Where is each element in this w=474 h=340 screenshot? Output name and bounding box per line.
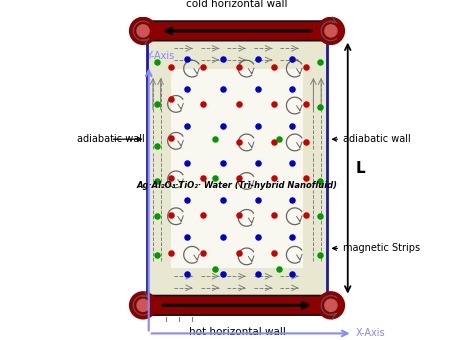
Point <box>167 96 175 102</box>
Circle shape <box>137 25 149 37</box>
Point <box>288 271 295 277</box>
Point <box>153 214 161 219</box>
FancyBboxPatch shape <box>146 21 328 41</box>
Point <box>275 136 283 142</box>
Text: adiabatic wall: adiabatic wall <box>333 134 410 144</box>
Point <box>219 160 227 166</box>
Bar <box>147 40 171 296</box>
Point <box>302 212 310 217</box>
Point <box>200 251 207 256</box>
Point <box>270 140 278 145</box>
Point <box>153 59 161 65</box>
Point <box>235 101 242 107</box>
Point <box>211 267 219 272</box>
Point <box>288 198 295 203</box>
Point <box>200 175 207 181</box>
Point <box>235 212 242 217</box>
Point <box>167 251 175 256</box>
Point <box>270 175 278 181</box>
Point <box>219 271 227 277</box>
Point <box>167 212 175 217</box>
FancyBboxPatch shape <box>146 295 328 315</box>
Point <box>270 101 278 107</box>
Point <box>288 87 295 92</box>
Bar <box>147 268 327 296</box>
Point <box>288 56 295 62</box>
Point <box>275 267 283 272</box>
Point <box>254 160 262 166</box>
Point <box>183 271 191 277</box>
Point <box>153 101 161 107</box>
Point <box>288 160 295 166</box>
Point <box>211 175 219 181</box>
Point <box>167 175 175 181</box>
Point <box>302 140 310 145</box>
Point <box>167 64 175 70</box>
Point <box>235 251 242 256</box>
Bar <box>147 40 327 69</box>
Point <box>302 64 310 70</box>
Point <box>317 252 324 257</box>
Point <box>219 198 227 203</box>
Point <box>183 56 191 62</box>
Point <box>153 178 161 184</box>
Point <box>254 87 262 92</box>
Text: Y-Axis: Y-Axis <box>146 51 174 61</box>
Point <box>254 271 262 277</box>
Point <box>219 56 227 62</box>
Point <box>288 124 295 129</box>
Point <box>153 252 161 257</box>
Point <box>254 124 262 129</box>
Circle shape <box>129 17 156 44</box>
Point <box>200 212 207 217</box>
Point <box>235 175 242 181</box>
Circle shape <box>318 292 345 319</box>
Point <box>317 59 324 65</box>
Circle shape <box>129 292 156 319</box>
Point <box>254 234 262 240</box>
Point <box>219 124 227 129</box>
Point <box>167 135 175 140</box>
Bar <box>303 40 327 296</box>
Circle shape <box>325 299 337 311</box>
Text: L: L <box>356 160 365 175</box>
Point <box>183 87 191 92</box>
Point <box>270 212 278 217</box>
Text: adiabatic wall: adiabatic wall <box>76 134 144 144</box>
Circle shape <box>318 17 345 44</box>
Point <box>219 234 227 240</box>
Point <box>235 64 242 70</box>
Point <box>317 214 324 219</box>
Point <box>183 160 191 166</box>
Point <box>317 178 324 184</box>
Point <box>200 64 207 70</box>
Text: Ag·Al₂O₃·TiO₂· Water (Tri-hybrid Nanofluid): Ag·Al₂O₃·TiO₂· Water (Tri-hybrid Nanoflu… <box>137 181 337 190</box>
Point <box>183 124 191 129</box>
Point <box>254 56 262 62</box>
Circle shape <box>325 25 337 37</box>
Point <box>254 198 262 203</box>
Point <box>183 234 191 240</box>
Bar <box>147 40 327 296</box>
Point <box>288 234 295 240</box>
Point <box>302 101 310 107</box>
Point <box>317 104 324 110</box>
Text: cold horizontal wall: cold horizontal wall <box>186 0 288 9</box>
Text: magnetic Strips: magnetic Strips <box>333 243 420 253</box>
Point <box>270 251 278 256</box>
Text: X-Axis: X-Axis <box>356 328 385 338</box>
Point <box>211 136 219 142</box>
Point <box>200 101 207 107</box>
Point <box>270 64 278 70</box>
Point <box>153 143 161 148</box>
Circle shape <box>137 299 149 311</box>
Point <box>219 87 227 92</box>
Point <box>183 198 191 203</box>
Point <box>302 175 310 181</box>
Point <box>235 140 242 145</box>
Text: hot horizontal wall: hot horizontal wall <box>189 327 285 337</box>
